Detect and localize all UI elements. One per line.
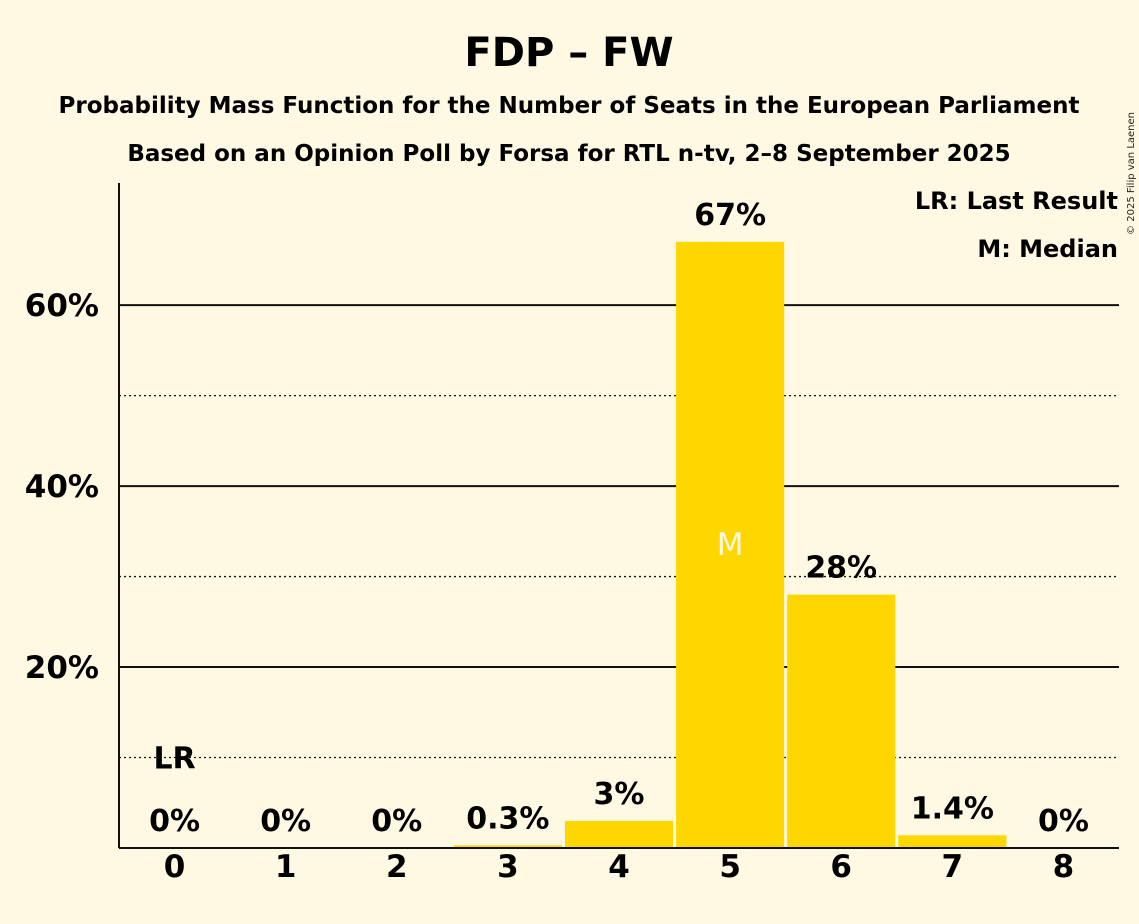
y-axis-ticks: 20% 40% 60% bbox=[25, 288, 99, 686]
bar-seat-6 bbox=[787, 594, 896, 848]
data-label-seat-3: 0.3% bbox=[466, 801, 549, 836]
x-tick-label: 0 bbox=[164, 849, 186, 885]
bar-seat-7 bbox=[898, 835, 1007, 848]
x-tick-label: 5 bbox=[719, 849, 741, 885]
y-tick-label: 60% bbox=[25, 288, 99, 324]
data-label-seat-8: 0% bbox=[1038, 804, 1089, 839]
x-tick-label: 2 bbox=[386, 849, 408, 885]
y-tick-label: 20% bbox=[25, 650, 99, 686]
data-label-seat-6: 28% bbox=[805, 551, 877, 586]
data-label-seat-2: 0% bbox=[371, 804, 422, 839]
data-label-seat-5: 67% bbox=[694, 198, 766, 233]
bars bbox=[453, 241, 1007, 849]
y-tick-label: 40% bbox=[25, 469, 99, 505]
data-label-seat-0: 0% bbox=[149, 804, 200, 839]
data-label-seat-7: 1.4% bbox=[911, 791, 994, 826]
x-tick-label: 4 bbox=[608, 849, 630, 885]
median-marker: M bbox=[717, 527, 744, 563]
bar-seat-5 bbox=[676, 241, 785, 849]
data-label-seat-4: 3% bbox=[594, 777, 645, 812]
x-tick-label: 1 bbox=[275, 849, 297, 885]
copyright-notice: © 2025 Filip van Laenen bbox=[1126, 112, 1137, 235]
x-tick-label: 7 bbox=[942, 849, 964, 885]
x-axis-ticks: 0 1 2 3 4 5 6 7 8 bbox=[164, 849, 1074, 885]
last-result-marker: LR bbox=[153, 741, 195, 776]
bar-seat-3 bbox=[453, 845, 562, 848]
chart-title: FDP – FW bbox=[464, 30, 673, 76]
data-label-seat-1: 0% bbox=[260, 804, 311, 839]
gridlines bbox=[119, 304, 1119, 759]
chart-subtitle: Probability Mass Function for the Number… bbox=[59, 93, 1080, 119]
x-tick-label: 6 bbox=[830, 849, 852, 885]
legend-median: M: Median bbox=[977, 235, 1118, 263]
data-labels: 0% LR 0% 0% 0.3% 3% 67% M 28% 1.4% 0% bbox=[149, 198, 1089, 839]
x-tick-label: 8 bbox=[1053, 849, 1075, 885]
chart-source: Based on an Opinion Poll by Forsa for RT… bbox=[127, 141, 1010, 167]
bar-seat-4 bbox=[564, 820, 674, 848]
x-tick-label: 3 bbox=[497, 849, 519, 885]
legend-last-result: LR: Last Result bbox=[915, 187, 1118, 215]
